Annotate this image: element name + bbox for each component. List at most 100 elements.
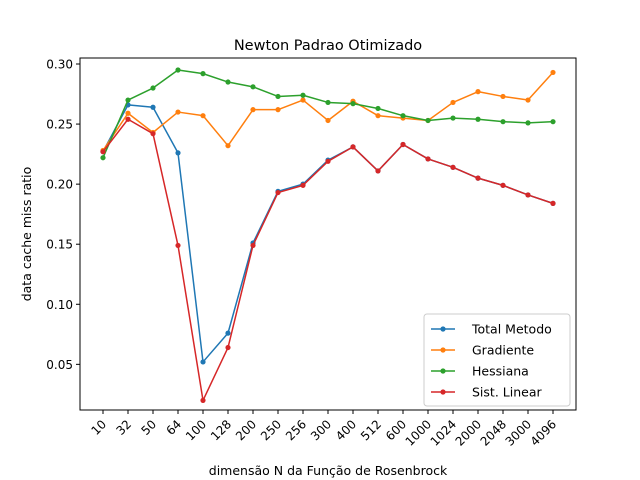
data-point — [500, 182, 506, 188]
series-2 — [100, 67, 556, 161]
chart-title: Newton Padrao Otimizado — [234, 38, 422, 54]
data-point — [275, 107, 281, 113]
data-point — [200, 397, 206, 403]
data-point — [525, 97, 531, 103]
legend-marker — [440, 368, 446, 374]
data-point — [100, 155, 106, 161]
data-point — [450, 99, 456, 106]
data-point — [425, 117, 431, 124]
data-point — [275, 189, 281, 196]
y-axis: 0.05 0.10 0.15 0.20 0.25 0.30 — [46, 58, 80, 372]
x-tick-label: 2048 — [478, 417, 509, 448]
data-point — [325, 99, 331, 106]
legend-label: Total Metodo — [471, 322, 552, 337]
data-point — [300, 97, 306, 103]
data-point — [350, 101, 356, 107]
x-tick-label: 3000 — [503, 417, 534, 448]
x-tick-label: 100 — [183, 417, 209, 443]
data-point — [175, 150, 181, 156]
data-point — [500, 93, 506, 100]
data-point — [400, 141, 406, 148]
data-point — [250, 107, 256, 113]
data-point — [400, 113, 406, 119]
data-point — [200, 359, 206, 365]
y-tick-label: 0.30 — [46, 58, 73, 72]
series-3 — [100, 116, 556, 403]
data-point — [550, 200, 556, 206]
data-point — [350, 144, 356, 150]
x-tick-label: 256 — [283, 417, 309, 443]
x-tick-label: 10 — [88, 417, 109, 438]
legend-entry: Sist. Linear — [431, 385, 542, 400]
x-tick-label: 400 — [333, 417, 359, 443]
x-tick-label: 512 — [358, 417, 384, 443]
x-tick-label: 50 — [138, 417, 159, 438]
data-point — [225, 143, 231, 149]
data-point — [175, 242, 181, 249]
data-point — [100, 149, 106, 155]
series-1 — [100, 69, 556, 154]
legend-marker — [440, 347, 446, 353]
data-point — [550, 119, 556, 125]
x-tick-label: 200 — [233, 417, 259, 443]
x-tick-label: 1000 — [403, 417, 434, 448]
data-point — [300, 182, 306, 188]
data-point — [125, 116, 131, 122]
data-point — [325, 117, 331, 124]
data-point — [175, 109, 181, 115]
legend: Total Metodo Gradiente Hessiana Sist. Linea… — [423, 313, 571, 407]
y-axis-label: data cache miss ratio — [19, 167, 34, 302]
data-point — [200, 113, 206, 119]
data-point — [125, 110, 131, 116]
data-point — [375, 113, 381, 119]
data-point — [200, 71, 206, 77]
data-point — [550, 69, 556, 76]
legend-marker — [440, 326, 446, 332]
legend-label: Gradiente — [472, 343, 534, 358]
data-point — [425, 156, 431, 162]
data-point — [225, 79, 231, 85]
data-point — [125, 97, 131, 103]
data-point — [525, 192, 531, 198]
series-line — [102, 69, 554, 159]
data-point — [225, 344, 231, 351]
y-tick-label: 0.20 — [46, 178, 73, 192]
y-tick-label: 0.05 — [46, 358, 73, 372]
legend-marker — [440, 389, 446, 395]
y-tick-label: 0.15 — [46, 238, 73, 252]
x-tick-label: 64 — [163, 417, 184, 438]
data-point — [250, 242, 256, 249]
legend-label: Sist. Linear — [472, 385, 542, 400]
x-axis: 10 32 50 6410012820025025630040051260010001… — [88, 410, 559, 449]
data-point — [375, 105, 381, 112]
legend-box — [423, 313, 571, 407]
data-point — [475, 175, 481, 181]
y-tick-label: 0.10 — [46, 298, 73, 312]
data-point — [300, 92, 306, 98]
data-point — [525, 120, 531, 126]
data-point — [375, 168, 381, 174]
data-point — [475, 89, 481, 95]
plot-series — [100, 67, 556, 403]
data-point — [475, 116, 481, 122]
x-tick-label: 128 — [208, 417, 234, 443]
x-tick-label: 250 — [258, 417, 284, 443]
data-point — [325, 158, 331, 164]
legend-entry: Hessiana — [431, 364, 529, 379]
x-axis-label: dimensão N da Função de Rosenbrock — [209, 463, 448, 478]
data-point — [275, 93, 281, 100]
data-point — [150, 104, 156, 110]
x-tick-label: 4096 — [528, 417, 559, 448]
x-tick-label: 32 — [113, 417, 134, 438]
data-point — [450, 164, 456, 170]
data-point — [450, 115, 456, 121]
data-point — [500, 119, 506, 125]
data-point — [150, 131, 156, 137]
legend-label: Hessiana — [472, 364, 529, 379]
data-point — [150, 85, 156, 91]
data-point — [175, 67, 181, 73]
legend-entry: Total Metodo — [431, 322, 552, 337]
data-point — [225, 330, 231, 336]
x-tick-label: 2000 — [453, 417, 484, 448]
